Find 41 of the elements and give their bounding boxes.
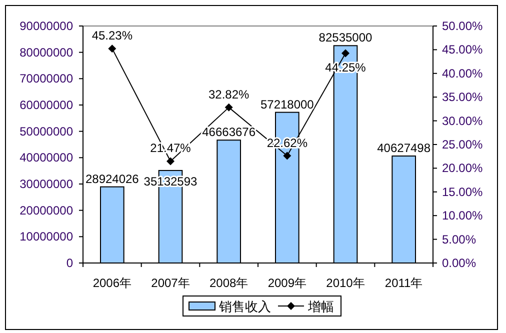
data-label: 82535000 <box>318 30 373 45</box>
y2-tick-label: 25.00% <box>442 138 484 152</box>
x-tick-label: 2010年 <box>326 276 365 290</box>
y-tick-label: 20000000 <box>20 203 74 218</box>
y-tick-label: 30000000 <box>20 177 74 191</box>
legend-label: 增幅 <box>307 299 334 314</box>
legend-label: 销售收入 <box>218 299 271 314</box>
x-tick-label: 2007年 <box>151 276 190 290</box>
data-label: 28924026 <box>85 172 140 186</box>
y2-tick-label: 30.00% <box>442 114 484 128</box>
y-tick-label: 0 <box>66 256 74 270</box>
y2-tick-label: 50.00% <box>442 19 484 33</box>
y2-tick-label: 20.00% <box>442 161 484 176</box>
x-tick-label: 2009年 <box>268 276 307 290</box>
y-tick-label: 90000000 <box>20 19 74 33</box>
y-tick-label: 70000000 <box>20 72 74 86</box>
data-label: 32.82% <box>208 87 250 102</box>
y2-tick-label: 15.00% <box>442 184 484 199</box>
y-tick-label: 80000000 <box>20 45 74 60</box>
x-tick-label: 2011年 <box>384 276 423 290</box>
y-tick-label: 10000000 <box>20 230 74 244</box>
y-tick-label: 60000000 <box>20 98 74 112</box>
point <box>166 157 174 166</box>
y2-tick-label: 35.00% <box>442 90 484 104</box>
data-label: 40627498 <box>377 141 431 156</box>
y2-tick-label: 5.00% <box>442 232 476 246</box>
data-label: 57218000 <box>260 97 314 112</box>
y-tick-label: 50000000 <box>20 124 74 138</box>
point <box>224 103 233 112</box>
data-label: 46663676 <box>202 125 256 140</box>
data-label: 45.23% <box>92 28 133 43</box>
x-tick-label: 2006年 <box>92 276 132 290</box>
y2-tick-label: 0.00% <box>442 256 476 270</box>
point <box>108 44 116 53</box>
point <box>342 49 350 58</box>
y-tick-label: 40000000 <box>20 150 74 165</box>
point <box>283 152 292 160</box>
x-tick-label: 2008年 <box>209 276 248 290</box>
y2-tick-label: 10.00% <box>442 208 484 223</box>
y2-tick-label: 40.00% <box>442 66 484 80</box>
y2-tick-label: 45.00% <box>442 42 484 57</box>
